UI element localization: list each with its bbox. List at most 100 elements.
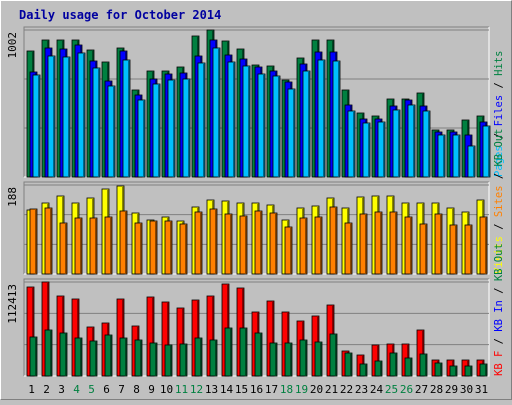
bar-kb-out: KB Out 23: 14000 <box>359 363 368 377</box>
bar-kb-out: KB Out 22: 28000 <box>344 352 353 377</box>
bar-shade <box>410 359 412 376</box>
day-label: 9 <box>148 383 155 396</box>
bar-shade <box>128 61 130 177</box>
bar-kb-out: KB Out 20: 41000 <box>314 341 323 377</box>
bar-shade <box>140 224 142 274</box>
bar-sites: Sites 2: 139 <box>44 207 53 275</box>
panel-legend: Pages / Files / Hits <box>493 51 505 177</box>
bar-shade <box>380 362 382 376</box>
bar-shade <box>212 297 214 376</box>
bar-shade <box>50 331 52 376</box>
bar-shade <box>35 338 37 376</box>
bar-shade <box>230 329 232 376</box>
day-label: 23 <box>355 383 368 396</box>
bar-pages: Pages 23: 370 <box>362 122 371 178</box>
bar-pages: Pages 8: 522 <box>137 99 146 178</box>
day-label: 12 <box>190 383 203 396</box>
bar-kb-out: KB Out 10: 37000 <box>164 344 173 377</box>
bar-sites: Sites 31: 120 <box>479 216 488 275</box>
bar-kb-out: KB Out 25: 28000 <box>389 352 398 377</box>
bar-pages: Pages 17: 686 <box>272 75 281 178</box>
bar-shade <box>35 210 37 274</box>
bar-shade <box>455 367 457 376</box>
bar-kb-out: KB Out 24: 18000 <box>374 360 383 377</box>
day-label: 27 <box>415 383 428 396</box>
bar-shade <box>155 222 157 274</box>
bar-shade <box>185 225 187 274</box>
day-label: 31 <box>475 383 488 396</box>
bar-sites: Sites 19: 119 <box>299 217 308 275</box>
day-label: 15 <box>235 383 248 396</box>
bar-kb-out: KB Out 14: 58000 <box>224 327 233 377</box>
bar-shade <box>173 81 175 177</box>
bar-shade <box>473 147 475 177</box>
legend-entry: KB In <box>493 300 505 332</box>
bar-shade <box>380 213 382 274</box>
bar-pages: Pages 21: 791 <box>332 60 341 178</box>
bar-sites: Sites 18: 100 <box>284 226 293 275</box>
day-label: 2 <box>43 383 50 396</box>
bar-shade <box>272 302 274 376</box>
bar-sites: Sites 16: 134 <box>254 210 263 275</box>
bar-shade <box>215 210 217 274</box>
chart-title: Daily usage for October 2014 <box>19 8 221 22</box>
bar-sites: Sites 17: 128 <box>269 212 278 275</box>
bar-sites: Sites 8: 108 <box>134 222 143 275</box>
bar-shade <box>125 212 127 274</box>
day-label: 28 <box>430 383 443 396</box>
bar-shade <box>470 367 472 376</box>
bar-shade <box>125 339 127 376</box>
bar-shade <box>188 80 190 177</box>
panel-border-dark <box>23 26 489 177</box>
bar-shade <box>422 331 424 376</box>
bar-sites: Sites 13: 138 <box>209 208 218 275</box>
day-label: 1 <box>28 383 35 396</box>
bar-pages: Pages 15: 757 <box>242 65 251 178</box>
day-label: 5 <box>88 383 95 396</box>
bar-pages: Pages 6: 623 <box>107 85 116 178</box>
bar-shade <box>485 218 487 274</box>
day-label: 19 <box>295 383 308 396</box>
panel-max-label: 112413 <box>6 284 19 324</box>
legend-entry: / <box>493 126 505 145</box>
bar-shade <box>80 339 82 376</box>
bar-pages: Pages 19: 721 <box>302 70 311 178</box>
panel-max-label: 188 <box>6 187 19 207</box>
bar-shade <box>440 364 442 376</box>
bar-pages: Pages 9: 632 <box>152 83 161 178</box>
panel-border-dark <box>23 181 489 274</box>
bar-shade <box>65 224 67 274</box>
bar-shade <box>38 76 40 177</box>
bar-kb-out: KB Out 18: 40000 <box>284 342 293 377</box>
bar-shade <box>200 339 202 376</box>
bar-sites: Sites 14: 127 <box>224 213 233 275</box>
bar-shade <box>458 136 460 177</box>
bar-pages: Pages 11: 671 <box>182 78 191 178</box>
bar-sites: Sites 12: 132 <box>194 211 203 275</box>
bar-shade <box>425 355 427 376</box>
bar-kb-out: KB Out 16: 51000 <box>254 332 263 377</box>
day-label: 29 <box>445 383 458 396</box>
bar-kb-out: KB Out 13: 43000 <box>209 339 218 377</box>
bar-shade <box>110 336 112 376</box>
bar-shade <box>470 226 472 274</box>
bar-shade <box>65 334 67 376</box>
bar-shade <box>455 226 457 274</box>
legend-entry: KB Out <box>493 243 505 281</box>
bar-shade <box>443 136 445 177</box>
bar-kb-out: KB Out 30: 12000 <box>464 365 473 377</box>
bar-shade <box>140 341 142 376</box>
bar-shade <box>395 354 397 376</box>
bar-sites: Sites 11: 105 <box>179 223 188 275</box>
bar-shade <box>32 288 34 376</box>
legend-entry: KB Out <box>493 129 505 167</box>
bar-pages: Pages 30: 210 <box>467 145 476 178</box>
bar-pages: Pages 5: 745 <box>92 67 101 178</box>
bar-pages: Pages 25: 455 <box>392 109 401 178</box>
bar-shade <box>263 75 265 177</box>
bar-shade <box>440 215 442 274</box>
bar-shade <box>260 334 262 376</box>
legend-entry: Files <box>493 95 505 127</box>
day-label: 10 <box>160 383 173 396</box>
